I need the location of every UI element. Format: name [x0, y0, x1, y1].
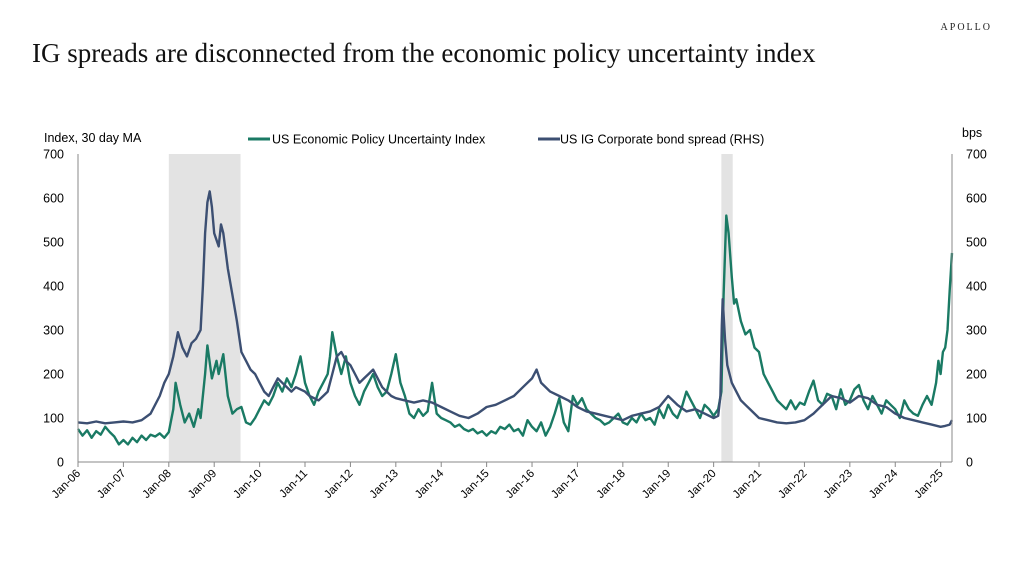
x-tick-label: Jan-24 [867, 467, 901, 501]
x-tick-label: Jan-11 [277, 468, 310, 501]
series-ig [77, 190, 954, 428]
brand-logo-text: APOLLO [940, 22, 992, 33]
x-tick-label: Jan-09 [186, 468, 219, 501]
y-ticks-left: 0 100 200 300 400 500 600 700 [43, 148, 64, 470]
y-tick-right: 0 [966, 456, 973, 470]
page-title: IG spreads are disconnected from the eco… [32, 38, 816, 68]
series-epu [77, 214, 954, 446]
y-tick-right: 300 [966, 324, 987, 338]
x-tick-label: Jan-25 [912, 468, 945, 501]
x-tick-label: Jan-12 [322, 468, 355, 501]
x-tick-label: Jan-06 [50, 468, 83, 501]
y-tick-left: 0 [57, 456, 64, 470]
x-tick-label: Jan-07 [95, 468, 128, 501]
x-tick-label: Jan-14 [413, 467, 447, 501]
y-tick-left: 300 [43, 324, 64, 338]
x-tick-label: Jan-20 [685, 468, 718, 501]
legend-label-epu: US Economic Policy Uncertainty Index [272, 133, 486, 147]
y-axis-label-left: Index, 30 day MA [44, 131, 142, 145]
x-tick-label: Jan-22 [776, 468, 809, 501]
y-axis-label-right: bps [962, 126, 982, 140]
x-ticks: Jan-06 Jan-07 Jan-08 Jan-09 Jan-10 Jan-11 Jan-… [50, 462, 946, 501]
x-tick-label: Jan-18 [595, 468, 628, 501]
y-tick-left: 500 [43, 236, 64, 250]
y-tick-left: 200 [43, 368, 64, 382]
recession-band-0 [168, 154, 241, 462]
x-tick-label: Jan-23 [822, 468, 855, 501]
y-tick-right: 600 [966, 192, 987, 206]
series-line-epu [77, 214, 954, 446]
x-tick-label: Jan-21 [731, 468, 764, 501]
legend: US Economic Policy Uncertainty Index US … [248, 133, 764, 147]
y-tick-left: 400 [43, 280, 64, 294]
y-tick-left: 700 [43, 148, 64, 162]
x-tick-label: Jan-15 [458, 468, 491, 501]
x-tick-label: Jan-19 [640, 468, 673, 501]
y-ticks-right: 0 100 200 300 400 500 600 700 [966, 148, 987, 470]
axes [77, 154, 953, 463]
y-tick-right: 500 [966, 236, 987, 250]
recession-shading [168, 154, 733, 462]
y-tick-right: 200 [966, 368, 987, 382]
y-tick-left: 100 [43, 412, 64, 426]
y-tick-right: 100 [966, 412, 987, 426]
recession-band-1 [721, 154, 733, 462]
y-tick-left: 600 [43, 192, 64, 206]
x-tick-label: Jan-16 [504, 468, 537, 501]
legend-label-ig: US IG Corporate bond spread (RHS) [560, 133, 764, 147]
x-tick-label: Jan-13 [368, 468, 401, 501]
y-tick-right: 700 [966, 148, 987, 162]
x-tick-label: Jan-10 [231, 468, 264, 501]
x-tick-label: Jan-08 [141, 468, 174, 501]
y-tick-right: 400 [966, 280, 987, 294]
x-tick-label: Jan-17 [549, 468, 582, 501]
series-line-ig [77, 190, 954, 428]
